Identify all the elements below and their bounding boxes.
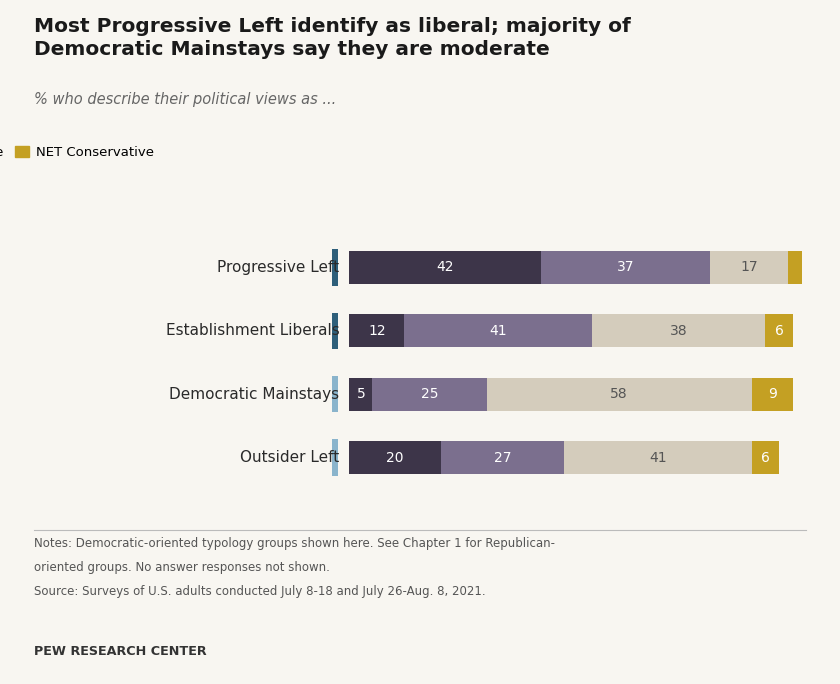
- Text: Source: Surveys of U.S. adults conducted July 8-18 and July 26-Aug. 8, 2021.: Source: Surveys of U.S. adults conducted…: [34, 585, 486, 598]
- Bar: [404, 315, 591, 347]
- Text: 37: 37: [617, 261, 635, 274]
- Text: Most Progressive Left identify as liberal; majority of
Democratic Mainstays say : Most Progressive Left identify as libera…: [34, 17, 630, 59]
- Bar: [486, 378, 752, 410]
- Bar: [564, 441, 752, 474]
- Bar: [541, 251, 711, 284]
- Text: 6: 6: [761, 451, 769, 464]
- Bar: [752, 378, 793, 410]
- Bar: [332, 376, 338, 412]
- Text: 27: 27: [494, 451, 512, 464]
- Text: 41: 41: [649, 451, 667, 464]
- Bar: [349, 378, 372, 410]
- Text: PEW RESEARCH CENTER: PEW RESEARCH CENTER: [34, 645, 207, 658]
- Text: 5: 5: [356, 387, 365, 402]
- Text: 25: 25: [421, 387, 438, 402]
- Text: Progressive Left: Progressive Left: [218, 260, 339, 275]
- Text: 9: 9: [768, 387, 776, 402]
- Text: % who describe their political views as ...: % who describe their political views as …: [34, 92, 336, 107]
- Text: 42: 42: [437, 261, 454, 274]
- Text: oriented groups. No answer responses not shown.: oriented groups. No answer responses not…: [34, 561, 329, 574]
- Text: 20: 20: [386, 451, 404, 464]
- Bar: [372, 378, 486, 410]
- Bar: [349, 441, 441, 474]
- Text: 17: 17: [741, 261, 758, 274]
- Bar: [332, 313, 338, 349]
- Text: Democratic Mainstays: Democratic Mainstays: [170, 386, 339, 402]
- Bar: [788, 251, 802, 284]
- Bar: [711, 251, 788, 284]
- Bar: [441, 441, 564, 474]
- Text: Establishment Liberals: Establishment Liberals: [165, 324, 339, 339]
- Bar: [752, 441, 779, 474]
- Bar: [332, 440, 338, 476]
- Legend: Very liberal, Liberal, Moderate, NET Conservative: Very liberal, Liberal, Moderate, NET Con…: [0, 140, 160, 164]
- Text: 41: 41: [489, 324, 507, 338]
- Text: Outsider Left: Outsider Left: [240, 450, 339, 465]
- Bar: [349, 251, 541, 284]
- Bar: [591, 315, 765, 347]
- Text: Notes: Democratic-oriented typology groups shown here. See Chapter 1 for Republi: Notes: Democratic-oriented typology grou…: [34, 537, 554, 550]
- Bar: [332, 249, 338, 285]
- Text: 58: 58: [610, 387, 627, 402]
- Text: 6: 6: [774, 324, 784, 338]
- Bar: [765, 315, 793, 347]
- Text: 12: 12: [368, 324, 386, 338]
- Text: 38: 38: [669, 324, 687, 338]
- Bar: [349, 315, 404, 347]
